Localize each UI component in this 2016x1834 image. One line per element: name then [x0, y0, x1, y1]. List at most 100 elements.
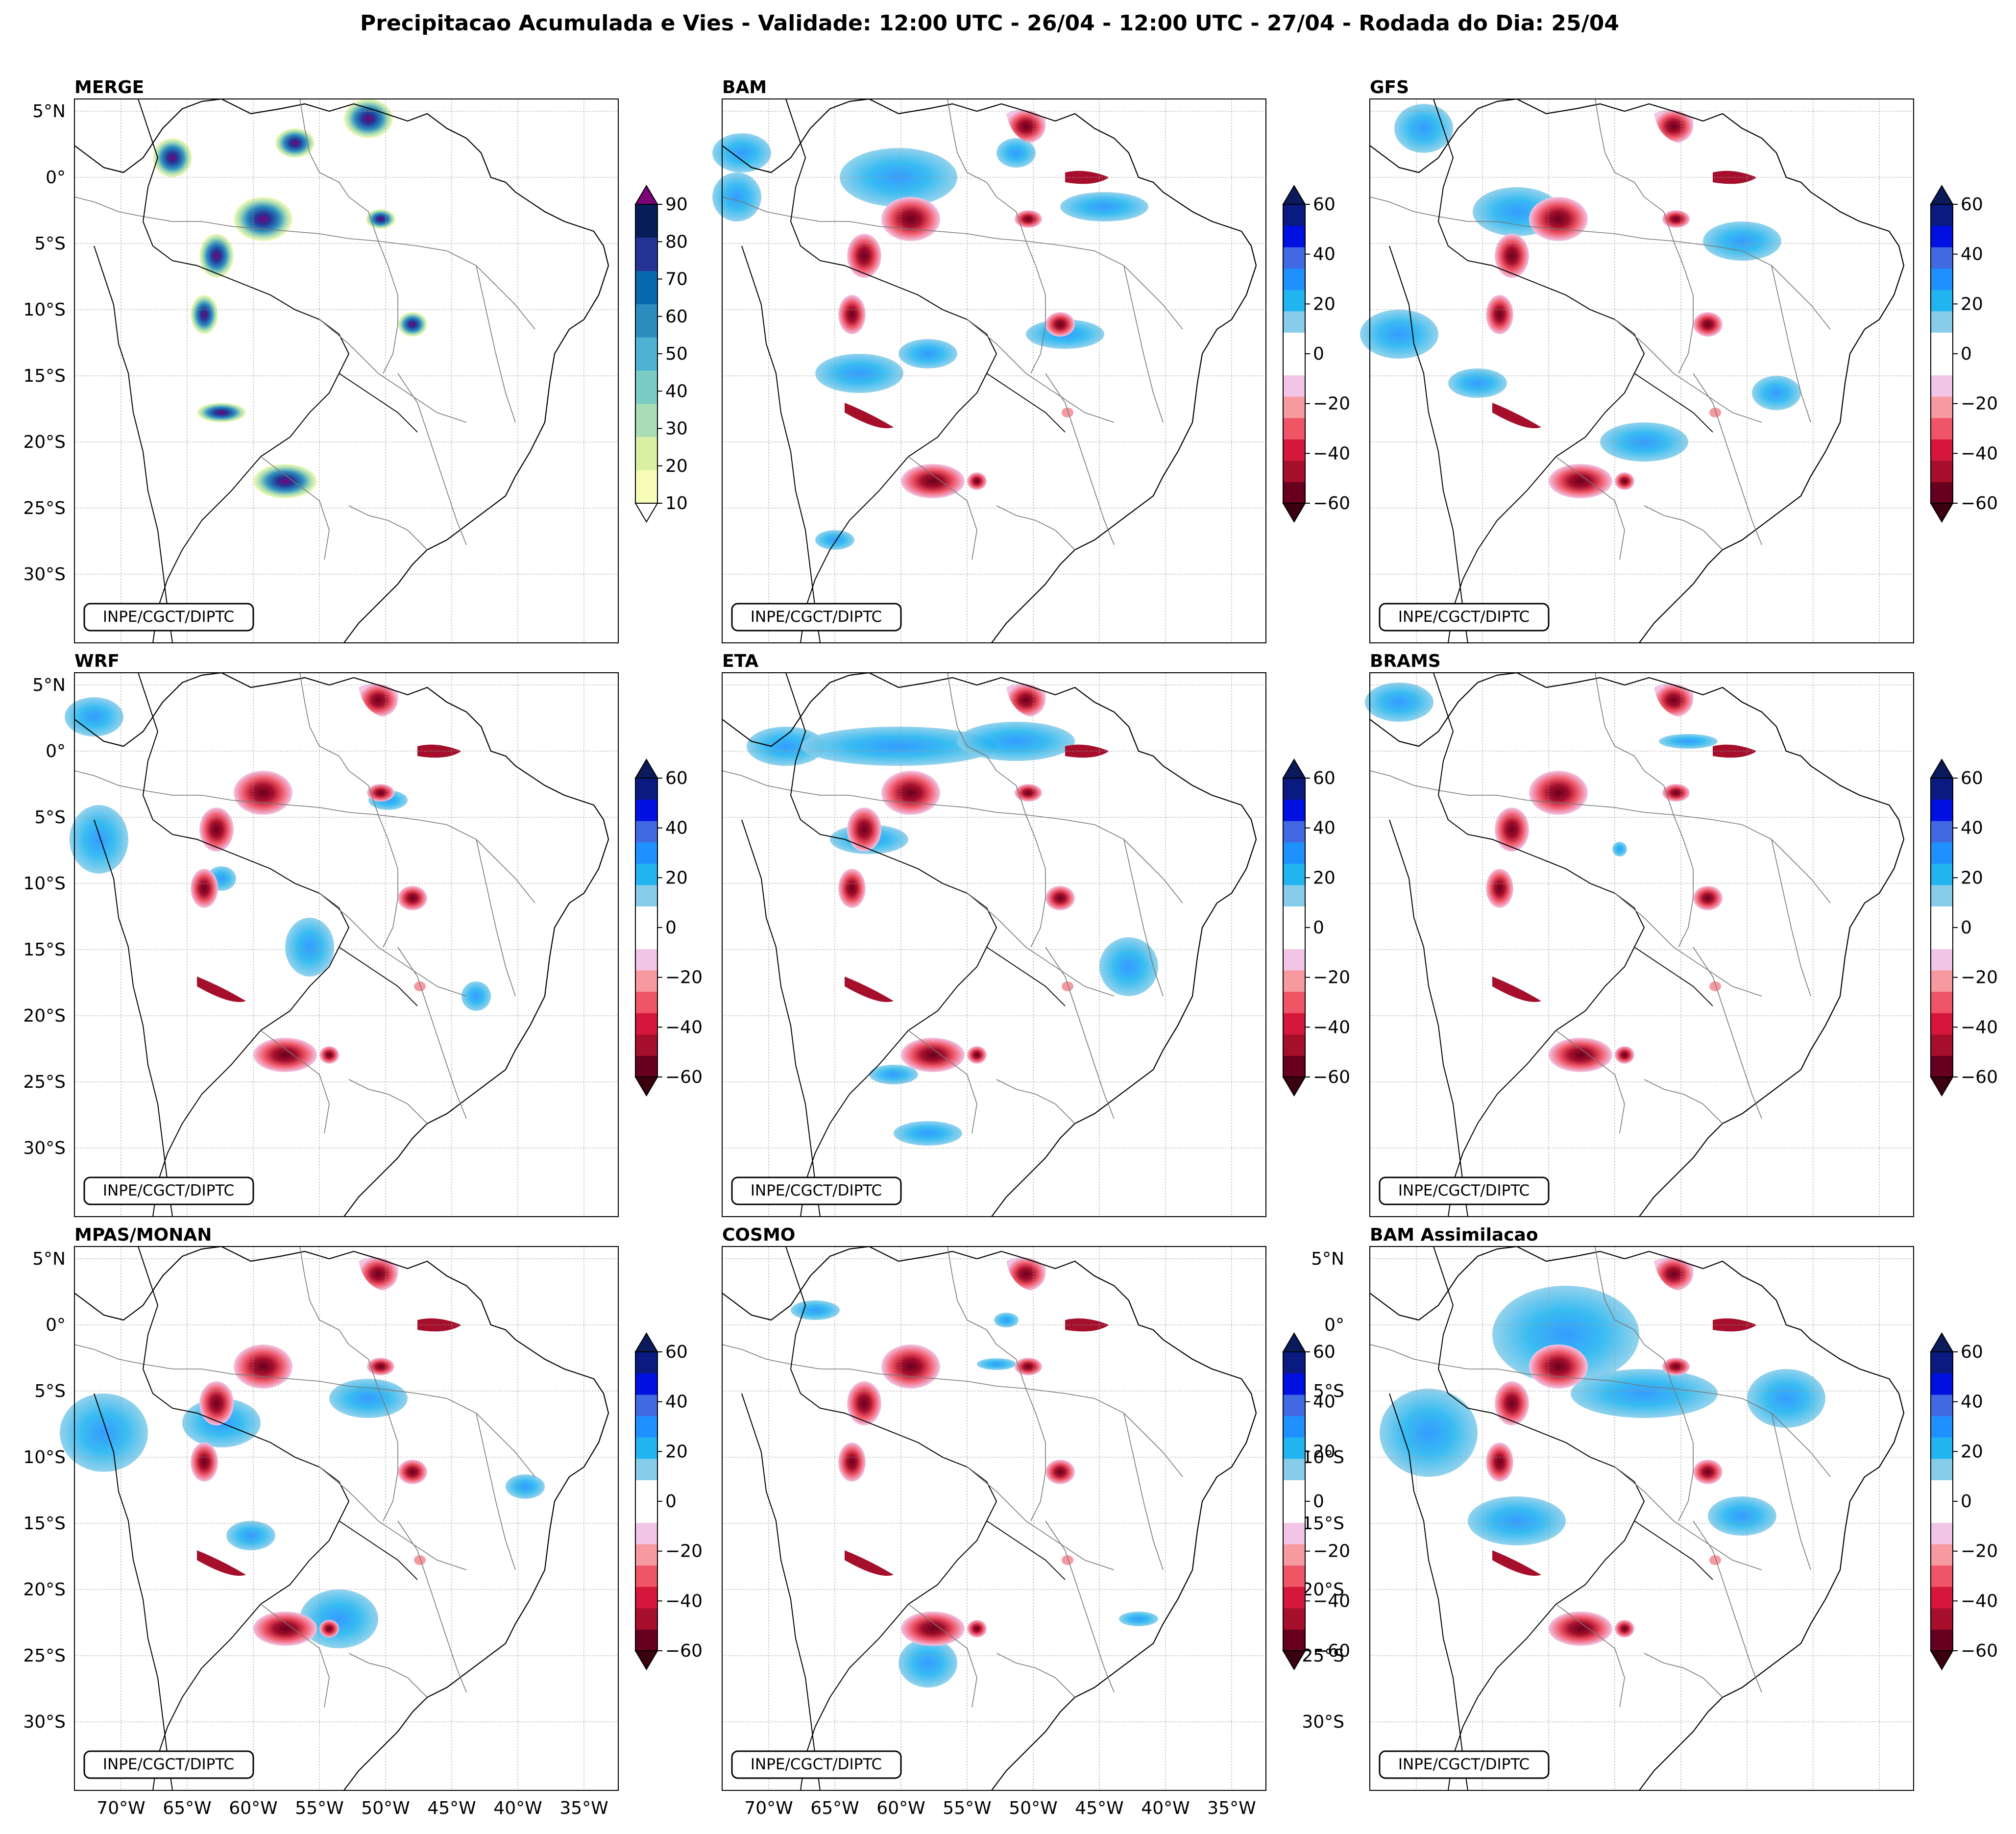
colorbar-segment: [1931, 949, 1953, 971]
positive-bias-area: [869, 1065, 918, 1084]
panel-mpas-monan: MPAS/MONAN INPE/CGCT/DIPTC 5°N 0° 5°S 10°S 15°…: [23, 1225, 703, 1818]
panel-title-eta: ETA: [722, 651, 758, 671]
positive-bias-area: [801, 727, 996, 766]
precip-area: [153, 138, 192, 177]
colorbar-segment: [1283, 821, 1305, 843]
colorbar-segment: [1931, 460, 1953, 482]
colorbar-segment: [1931, 1522, 1953, 1544]
colorbar-segment: [1283, 1522, 1305, 1544]
positive-bias-area: [1659, 734, 1718, 749]
lat-label: 15°S: [23, 940, 66, 960]
positive-bias-area: [1380, 1389, 1478, 1477]
colorbar-segment: [635, 1055, 657, 1077]
colorbar-wrf: 60 40 20 0 −20 −40 −60: [634, 758, 703, 1097]
lat-label: 30°S: [23, 564, 66, 585]
lat-label: 20°S: [23, 1006, 66, 1026]
lon-label: 50°W: [1009, 1798, 1057, 1818]
colorbar-tick-label: 40: [1313, 1392, 1336, 1412]
positive-bias-area: [1365, 683, 1433, 722]
credit-label: INPE/CGCT/DIPTC: [1379, 603, 1550, 632]
colorbar-segment: [1283, 863, 1305, 885]
positive-bias-area: [70, 805, 128, 874]
colorbar-segment: [1931, 1629, 1953, 1651]
positive-bias-area: [226, 1521, 275, 1550]
lat-label: 5°S: [34, 807, 66, 828]
panel-title-gfs: GFS: [1370, 77, 1409, 98]
positive-bias-area: [285, 918, 334, 977]
colorbar-segment: [1931, 375, 1953, 397]
colorbar-tick-label: 20: [1313, 1442, 1336, 1462]
positive-bias-area: [1752, 376, 1801, 410]
positive-bias-area: [899, 1638, 957, 1687]
colorbar-segment: [1283, 1013, 1305, 1035]
colorbar-cosmo: 60 40 20 0 −20 −40 −60: [1282, 1332, 1350, 1670]
panel-eta: ETA INPE/CGCT/DIPTC 60 40 20 0 −20 −40 −60: [721, 651, 1350, 1218]
colorbar-segment: [635, 1522, 657, 1544]
colorbar-tick-label: 0: [1961, 1492, 1972, 1512]
colorbar-segment: [1283, 439, 1305, 461]
lon-label: 40°W: [493, 1798, 542, 1818]
colorbar-tick-label: −40: [665, 1591, 703, 1611]
colorbar-extend-top: [1930, 1332, 1954, 1352]
lat-label: 5°S: [34, 234, 66, 254]
credit-label: INPE/CGCT/DIPTC: [731, 1750, 902, 1779]
map-mpas-monan: INPE/CGCT/DIPTC: [60, 1246, 619, 1791]
colorbar-tick-label: 40: [1961, 245, 1983, 265]
colorbar-tick-label: 20: [665, 1442, 688, 1462]
colorbar-tick-label: −20: [1313, 394, 1350, 414]
colorbar-tick-label: −60: [1961, 493, 1998, 514]
lat-label: 30°S: [23, 1712, 66, 1732]
colorbar-segment: [1283, 1501, 1305, 1523]
colorbar-tick-label: 30: [665, 419, 688, 439]
colorbar-segment: [1283, 1458, 1305, 1480]
positive-bias-area: [65, 697, 123, 736]
colorbar-segment: [1931, 332, 1953, 354]
colorbar-segment: [1283, 1480, 1305, 1502]
colorbar-segment: [635, 204, 657, 238]
positive-bias-area: [1492, 1286, 1639, 1384]
positive-bias-area: [712, 172, 761, 221]
colorbar-segment: [1283, 970, 1305, 992]
colorbar-tick-label: 0: [665, 918, 677, 938]
lat-label: 5°N: [32, 1249, 66, 1269]
colorbar-segment: [635, 778, 657, 800]
credit-label: INPE/CGCT/DIPTC: [731, 1176, 902, 1205]
colorbar-tick-label: 40: [1961, 818, 1983, 838]
colorbar-segment: [1931, 1416, 1953, 1438]
colorbar-extend-bottom: [1282, 1076, 1306, 1097]
positive-bias-area: [1448, 368, 1507, 398]
lon-label: 50°W: [361, 1798, 410, 1818]
map-frame: [74, 98, 619, 643]
colorbar-tick-label: 10: [665, 493, 688, 514]
colorbar-segment: [635, 970, 657, 992]
colorbar-extend-bottom: [1930, 1076, 1954, 1097]
colorbar-segment: [1931, 842, 1953, 864]
colorbar-segment: [1931, 225, 1953, 247]
positive-bias-area: [957, 722, 1075, 761]
colorbar-segment: [1931, 1352, 1953, 1374]
positive-bias-area: [329, 1379, 408, 1418]
colorbar-tick-label: −60: [665, 1067, 703, 1087]
colorbar-extend-bottom: [1930, 503, 1954, 523]
colorbar-segment: [635, 1034, 657, 1056]
lon-label: 55°W: [295, 1798, 343, 1818]
colorbar-segment: [635, 1394, 657, 1417]
colorbar-segment: [1931, 268, 1953, 290]
colorbar-segment: [635, 437, 657, 470]
colorbar-segment: [1931, 311, 1953, 333]
colorbar-tick-label: 0: [1961, 344, 1972, 364]
colorbar-tick-label: 40: [1313, 245, 1336, 265]
lon-label: 60°W: [876, 1798, 925, 1818]
colorbar-segment: [635, 370, 657, 404]
map-bam-assimilacao: INPE/CGCT/DIPTC: [1369, 1246, 1914, 1791]
colorbar-tick-label: 40: [1961, 1392, 1983, 1412]
colorbar-segment: [1283, 1416, 1305, 1438]
colorbar-segment: [1931, 799, 1953, 821]
colorbar-tick-label: 50: [665, 344, 688, 364]
positive-bias-area: [994, 1313, 1019, 1327]
positive-bias-area: [899, 339, 957, 368]
colorbar-tick-label: 60: [665, 768, 688, 788]
panel-title-wrf: WRF: [74, 651, 120, 671]
lon-label: 40°W: [1141, 1798, 1190, 1818]
